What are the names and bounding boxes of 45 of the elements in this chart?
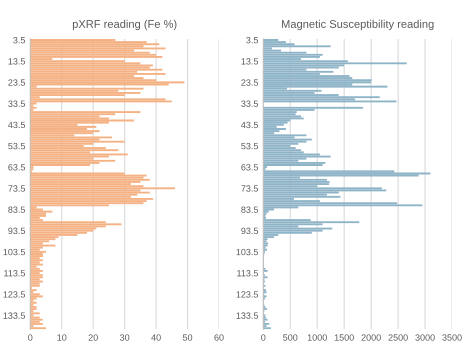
x-tick-label: 3500 <box>442 334 462 341</box>
x-tick-label: 10 <box>57 334 66 341</box>
y-tick-label: 43.5 <box>241 122 258 128</box>
y-tick-label: 43.5 <box>8 122 26 128</box>
y-tick-label: 33.5 <box>8 100 26 107</box>
y-tick-label: 133.5 <box>4 312 26 319</box>
chart-title: pXRF reading (Fe %) <box>72 20 176 30</box>
y-tick-label: 23.5 <box>241 79 258 86</box>
x-tick-label: 3000 <box>415 334 435 341</box>
y-tick-label: 33.5 <box>241 100 258 107</box>
y-tick-label: 23.5 <box>8 79 26 86</box>
y-tick-label: 123.5 <box>4 291 26 298</box>
y-tick-label: 73.5 <box>241 185 258 192</box>
y-tick-label: 83.5 <box>8 206 26 213</box>
y-tick-label: 93.5 <box>8 228 26 234</box>
y-tick-label: 133.5 <box>236 312 258 319</box>
y-tick-label: 3.5 <box>13 36 26 44</box>
y-tick-label: 123.5 <box>236 291 258 298</box>
x-tick-label: 2000 <box>362 334 381 341</box>
x-tick-label: 0 <box>28 334 32 341</box>
y-tick-label: 103.5 <box>236 248 258 256</box>
x-tick-label: 60 <box>214 334 224 341</box>
y-tick-label: 53.5 <box>8 142 26 150</box>
x-tick-label: 500 <box>283 334 298 341</box>
x-tick-label: 30 <box>120 334 130 341</box>
x-tick-label: 1500 <box>334 334 354 341</box>
y-tick-label: 93.5 <box>241 228 258 234</box>
y-tick-label: 13.5 <box>242 58 258 65</box>
y-tick-label: 73.5 <box>8 185 26 192</box>
y-tick-label: 53.5 <box>241 142 258 150</box>
y-tick-label: 63.5 <box>8 164 26 170</box>
y-tick-label: 113.5 <box>237 270 258 276</box>
y-tick-label: 83.5 <box>241 206 258 213</box>
x-tick-label: 20 <box>88 334 98 341</box>
y-tick-label: 103.5 <box>4 248 26 256</box>
y-tick-label: 63.5 <box>241 164 258 170</box>
y-tick-label: 113.5 <box>4 270 26 276</box>
chart-title: Magnetic Susceptibility reading <box>282 20 434 30</box>
x-tick-label: 0 <box>261 334 266 341</box>
x-tick-label: 1000 <box>308 334 327 341</box>
y-tick-label: 3.5 <box>246 36 258 44</box>
y-tick-label: 13.5 <box>8 58 26 65</box>
x-tick-label: 50 <box>182 334 192 341</box>
x-tick-label: 2500 <box>388 334 408 341</box>
x-tick-label: 40 <box>151 334 161 341</box>
